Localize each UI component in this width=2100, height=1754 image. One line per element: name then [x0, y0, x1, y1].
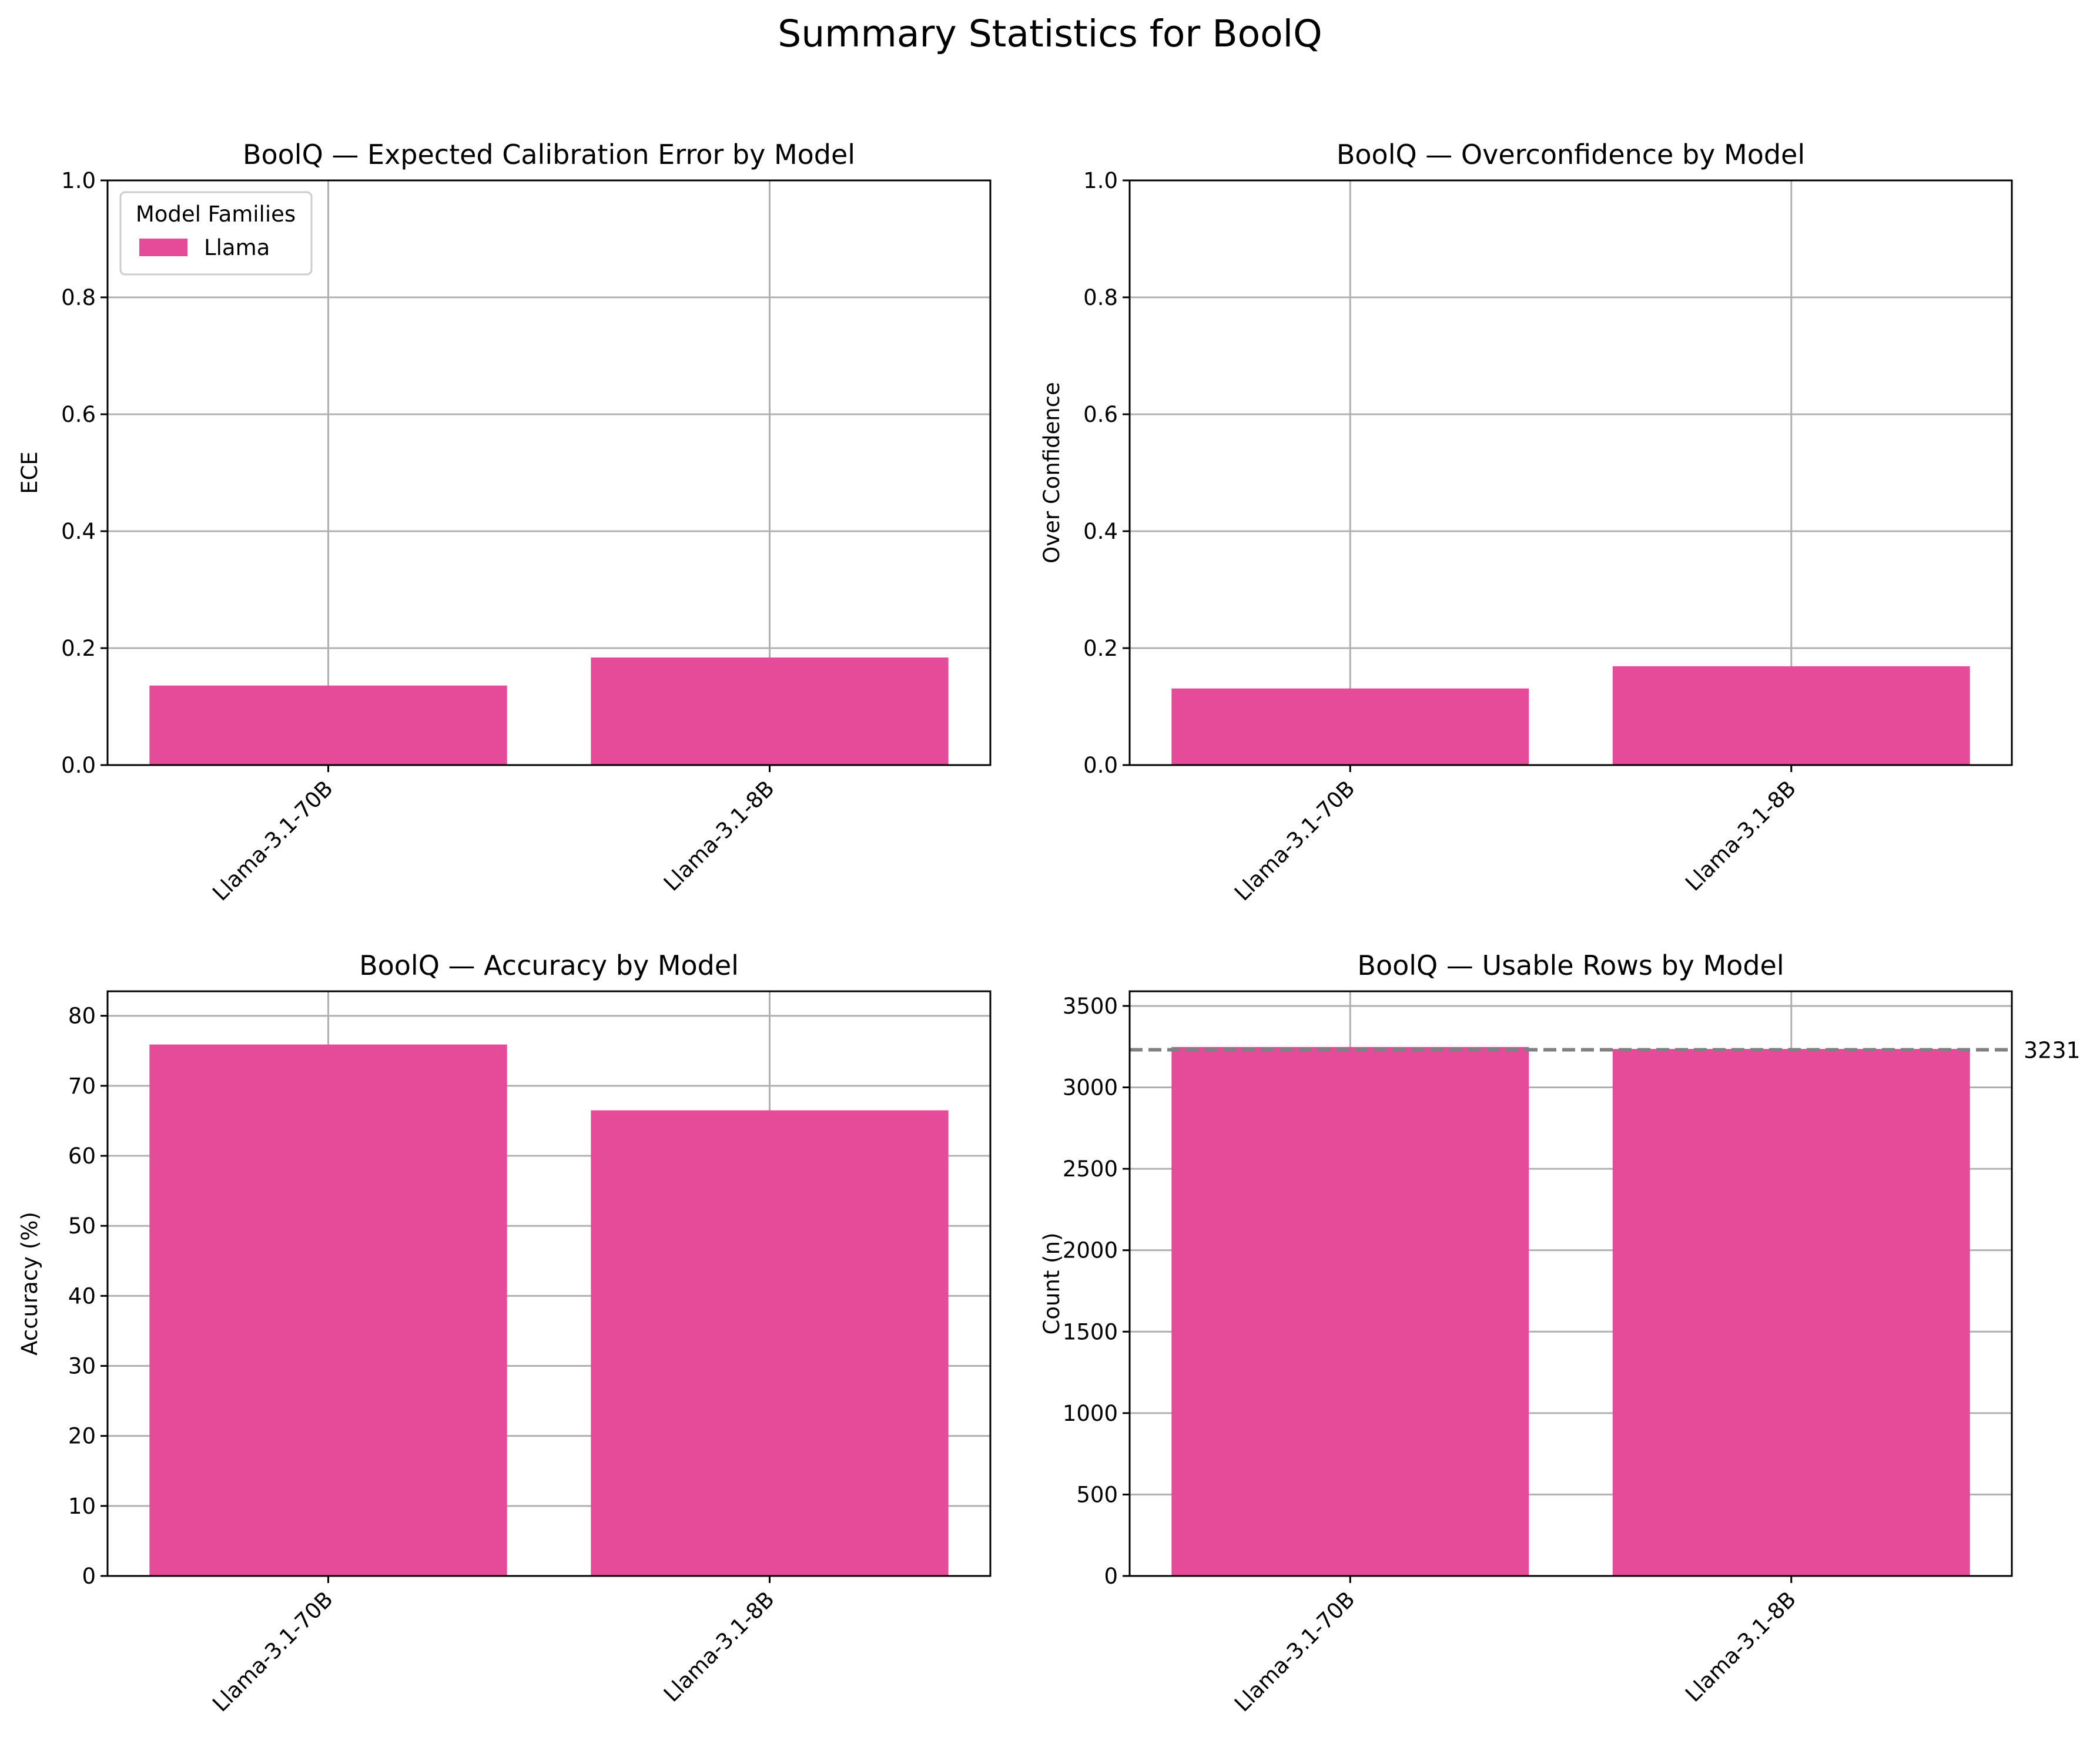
- chart-title: BoolQ — Overconfidence by Model: [1337, 139, 1805, 170]
- y-axis-label: Over Confidence: [1039, 382, 1064, 564]
- y-tick-label: 0.4: [61, 519, 96, 544]
- chart-title: BoolQ — Accuracy by Model: [359, 950, 739, 981]
- y-axis-label: ECE: [17, 451, 42, 494]
- legend-label: Llama: [204, 235, 270, 260]
- bar-llama-3-1-70b: [1171, 688, 1529, 765]
- chart-panel-2: 0.0 0.2 0.4 0.6 0.8 1.0 Llama-3.1-70B Llama-3.1…: [1039, 139, 2013, 906]
- y-tick-label: 0.0: [61, 753, 96, 778]
- legend-title: Model Families: [136, 202, 296, 227]
- y-tick-label: 10: [68, 1494, 96, 1519]
- y-tick-label: 60: [68, 1143, 96, 1169]
- y-tick-label: 1.0: [61, 168, 96, 193]
- bar-llama-3-1-8b: [591, 1110, 949, 1576]
- x-tick-label: Llama-3.1-70B: [207, 776, 338, 906]
- y-tick-label: 50: [68, 1213, 96, 1239]
- y-tick-label: 0.6: [61, 402, 96, 427]
- x-tick-label: Llama-3.1-8B: [659, 776, 779, 896]
- y-tick-label: 40: [68, 1283, 96, 1309]
- y-tick-label: 3500: [1063, 994, 1118, 1019]
- y-axis-label: Count (n): [1039, 1233, 1064, 1335]
- y-tick-label: 30: [68, 1354, 96, 1379]
- y-tick-label: 0.6: [1083, 402, 1118, 427]
- y-axis-label: Accuracy (%): [17, 1212, 42, 1356]
- axes-frame: [1128, 179, 2013, 766]
- bar-llama-3-1-70b: [149, 685, 507, 765]
- y-tick-label: 3000: [1063, 1075, 1118, 1101]
- y-tick-label: 0.8: [1083, 285, 1118, 310]
- y-tick-label: 1.0: [1083, 168, 1118, 193]
- chart-panel-4: 3231 0 500 1000 1500 2000 2500 3000 3500 Llama-3.…: [1039, 950, 2081, 1716]
- y-tick-label: 80: [68, 1004, 96, 1029]
- y-tick-label: 70: [68, 1074, 96, 1099]
- x-tick-label: Llama-3.1-8B: [1680, 1587, 1801, 1707]
- reference-line-label: 3231: [2024, 1038, 2081, 1064]
- y-tick-label: 0.2: [61, 636, 96, 661]
- axes-frame: [1128, 990, 2013, 1577]
- legend-swatch: [139, 239, 187, 256]
- y-tick-label: 0: [1104, 1564, 1118, 1589]
- y-tick-label: 0.0: [1083, 753, 1118, 778]
- y-tick-label: 0.4: [1083, 519, 1118, 544]
- x-tick-label: Llama-3.1-8B: [659, 1587, 779, 1707]
- y-tick-label: 20: [68, 1424, 96, 1449]
- chart-title: BoolQ — Usable Rows by Model: [1357, 950, 1784, 981]
- axes-frame: [106, 179, 992, 766]
- y-tick-label: 2500: [1063, 1156, 1118, 1182]
- x-tick-label: Llama-3.1-70B: [1230, 1587, 1360, 1717]
- y-tick-label: 2000: [1063, 1238, 1118, 1263]
- bar-llama-3-1-70b: [1171, 1047, 1529, 1576]
- y-tick-label: 1500: [1063, 1319, 1118, 1344]
- y-tick-label: 0.2: [1083, 636, 1118, 661]
- x-tick-label: Llama-3.1-8B: [1680, 776, 1801, 896]
- axes-frame: [106, 990, 992, 1577]
- y-tick-label: 1000: [1063, 1401, 1118, 1426]
- bar-llama-3-1-8b: [591, 657, 949, 765]
- figure-title: Summary Statistics for BoolQ: [778, 12, 1322, 55]
- y-tick-label: 0: [82, 1564, 96, 1589]
- bar-llama-3-1-8b: [1612, 1049, 1970, 1576]
- x-tick-label: Llama-3.1-70B: [1230, 776, 1360, 906]
- y-tick-label: 500: [1076, 1482, 1118, 1507]
- chart-panel-1: 0.0 0.2 0.4 0.6 0.8 1.0 Llama-3.1-70B Llama-3.1…: [17, 139, 992, 906]
- y-tick-label: 0.8: [61, 285, 96, 310]
- chart-title: BoolQ — Expected Calibration Error by Mo…: [243, 139, 855, 170]
- chart-panel-3: 0 10 20 30 40 50 60 70 80 Llama-3.1-70B Llama-3.1-…: [17, 950, 992, 1717]
- bar-llama-3-1-8b: [1612, 666, 1970, 765]
- bar-llama-3-1-70b: [149, 1044, 507, 1576]
- x-tick-label: Llama-3.1-70B: [207, 1587, 338, 1717]
